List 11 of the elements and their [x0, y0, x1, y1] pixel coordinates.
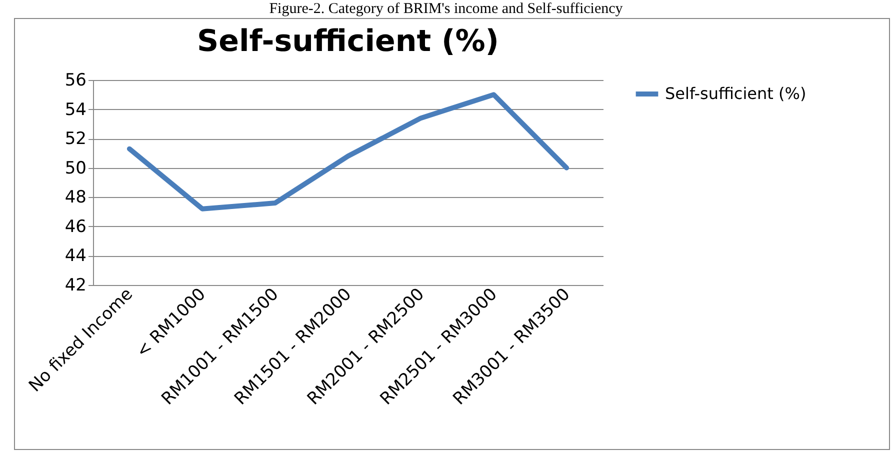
y-tick-label: 44 [64, 246, 86, 266]
y-tick-label: 48 [64, 188, 86, 208]
y-tick-label: 50 [64, 158, 86, 178]
legend-label: Self-sufficient (%) [665, 84, 806, 103]
y-tick-label: 46 [64, 216, 86, 237]
y-tick-label: 42 [64, 276, 86, 296]
text: Figure-2. Category of BRIM's income and Self-sufficiency [268, 0, 624, 18]
y-tick-label: 54 [64, 100, 86, 120]
chart-title: Self-sufficient (%) [197, 24, 499, 59]
y-tick-label: 56 [64, 70, 86, 90]
y-tick-label: 52 [64, 129, 86, 150]
